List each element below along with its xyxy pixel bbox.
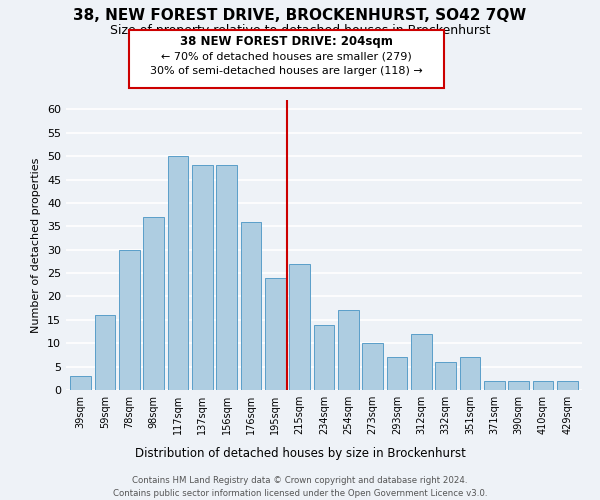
Bar — [508, 380, 529, 390]
Text: 38, NEW FOREST DRIVE, BROCKENHURST, SO42 7QW: 38, NEW FOREST DRIVE, BROCKENHURST, SO42… — [73, 8, 527, 22]
Bar — [167, 156, 188, 390]
Bar — [411, 334, 432, 390]
Bar — [143, 217, 164, 390]
Bar — [533, 380, 553, 390]
Bar — [265, 278, 286, 390]
Bar — [192, 166, 212, 390]
Bar — [557, 380, 578, 390]
Bar — [241, 222, 262, 390]
Y-axis label: Number of detached properties: Number of detached properties — [31, 158, 41, 332]
Bar — [484, 380, 505, 390]
Text: 30% of semi-detached houses are larger (118) →: 30% of semi-detached houses are larger (… — [150, 66, 423, 76]
Bar — [338, 310, 359, 390]
Bar — [362, 343, 383, 390]
Text: Distribution of detached houses by size in Brockenhurst: Distribution of detached houses by size … — [134, 448, 466, 460]
Bar — [436, 362, 456, 390]
Text: Contains HM Land Registry data © Crown copyright and database right 2024.: Contains HM Land Registry data © Crown c… — [132, 476, 468, 485]
Bar — [314, 324, 334, 390]
Text: ← 70% of detached houses are smaller (279): ← 70% of detached houses are smaller (27… — [161, 51, 412, 61]
Bar — [70, 376, 91, 390]
Bar — [216, 166, 237, 390]
Text: Contains public sector information licensed under the Open Government Licence v3: Contains public sector information licen… — [113, 489, 487, 498]
Text: 38 NEW FOREST DRIVE: 204sqm: 38 NEW FOREST DRIVE: 204sqm — [180, 35, 393, 48]
Bar — [460, 358, 481, 390]
Bar — [289, 264, 310, 390]
Bar — [119, 250, 140, 390]
Text: Size of property relative to detached houses in Brockenhurst: Size of property relative to detached ho… — [110, 24, 490, 37]
Bar — [95, 315, 115, 390]
Bar — [386, 358, 407, 390]
